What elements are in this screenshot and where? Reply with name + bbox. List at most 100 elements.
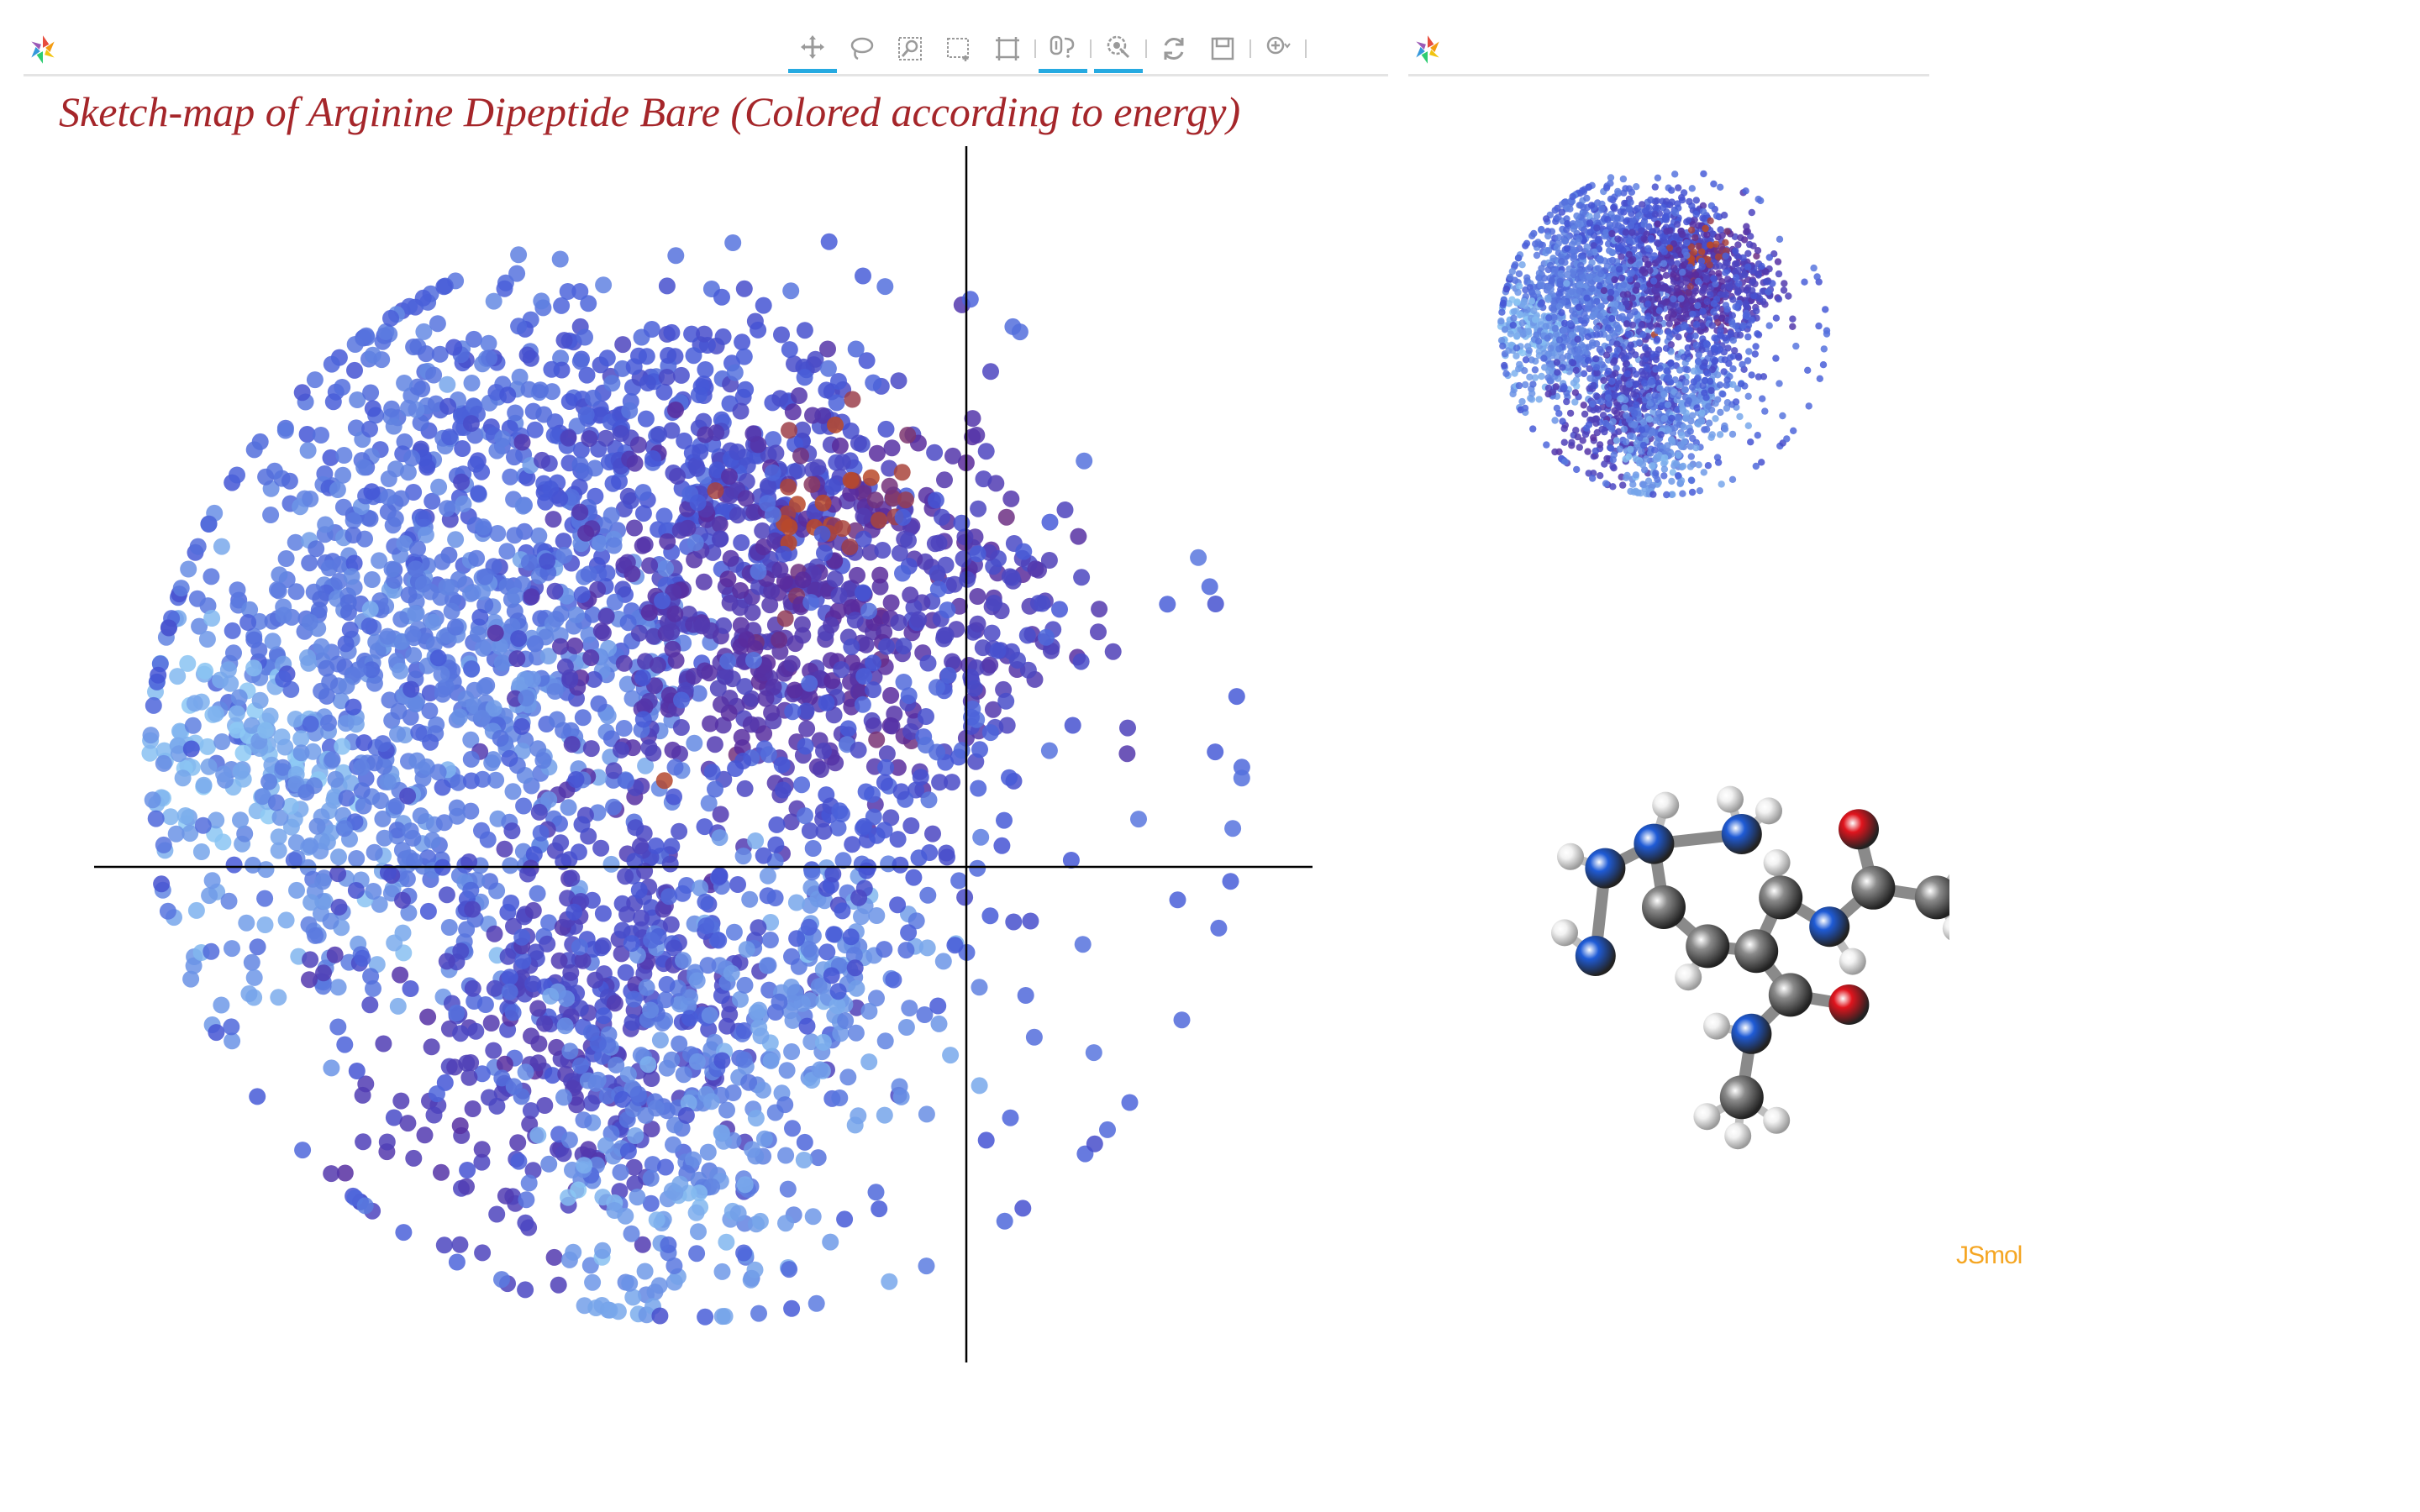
scatter-point[interactable] [483,754,501,772]
scatter-point[interactable] [145,696,162,714]
scatter-point[interactable] [1607,174,1615,181]
scatter-point[interactable] [1070,528,1087,545]
scatter-point[interactable] [782,282,800,300]
scatter-point[interactable] [592,622,610,640]
scatter-point[interactable] [637,410,655,428]
scatter-point[interactable] [318,687,335,705]
scatter-point[interactable] [764,506,781,523]
scatter-point[interactable] [930,1015,948,1032]
scatter-point[interactable] [387,510,404,528]
scatter-point[interactable] [1683,302,1691,311]
scatter-point[interactable] [823,672,841,690]
scatter-point[interactable] [144,791,161,809]
scatter-point[interactable] [402,980,419,997]
scatter-point[interactable] [299,442,317,459]
scatter-point[interactable] [1518,397,1526,406]
scatter-point[interactable] [1574,239,1582,246]
scatter-point[interactable] [1675,184,1682,192]
scatter-point[interactable] [555,332,573,349]
scatter-point[interactable] [260,773,278,790]
scatter-point[interactable] [691,1184,708,1202]
scatter-point[interactable] [1015,543,1033,560]
scatter-point[interactable] [895,638,913,655]
scatter-point[interactable] [301,613,318,631]
scatter-point[interactable] [890,372,908,390]
scatter-point[interactable] [245,659,263,677]
scatter-point[interactable] [1680,189,1688,197]
scatter-point[interactable] [576,1157,593,1174]
scatter-point[interactable] [608,1056,625,1074]
scatter-point[interactable] [451,1236,469,1253]
scatter-point[interactable] [1233,769,1250,787]
scatter-point[interactable] [624,1289,642,1306]
scatter-point[interactable] [322,449,339,466]
scatter-point[interactable] [595,1007,613,1025]
scatter-point[interactable] [1004,318,1022,335]
scatter-point[interactable] [527,943,544,961]
scatter-point[interactable] [839,1068,857,1086]
scatter-point[interactable] [544,511,562,528]
scatter-point[interactable] [1497,318,1505,325]
scatter-point[interactable] [1645,212,1654,220]
scatter-point[interactable] [545,427,563,444]
scatter-point[interactable] [288,881,305,899]
scatter-point[interactable] [1544,247,1553,255]
scatter-point[interactable] [556,658,574,675]
scatter-point[interactable] [182,740,200,758]
scatter-point[interactable] [697,1308,714,1326]
scatter-point[interactable] [396,535,413,553]
scatter-point[interactable] [302,715,319,732]
scatter-point[interactable] [659,533,676,550]
scatter-point[interactable] [571,938,588,956]
scatter-point[interactable] [735,280,753,297]
scatter-point[interactable] [1722,291,1729,298]
scatter-point[interactable] [463,375,481,391]
scatter-point[interactable] [843,638,860,656]
scatter-point[interactable] [629,436,647,454]
scatter-point[interactable] [1756,295,1764,302]
scatter-point[interactable] [811,1061,829,1079]
scatter-point[interactable] [418,345,434,363]
scatter-point[interactable] [399,1115,417,1132]
scatter-point[interactable] [1642,236,1649,244]
scatter-point[interactable] [1747,233,1754,240]
scatter-point[interactable] [527,635,544,653]
scatter-point[interactable] [1119,719,1136,737]
scatter-point[interactable] [355,1133,372,1151]
scatter-point[interactable] [1571,298,1580,306]
scatter-point[interactable] [572,1057,589,1074]
scatter-point[interactable] [760,446,777,464]
scatter-point[interactable] [464,979,481,997]
scatter-point[interactable] [452,1025,470,1042]
scatter-point[interactable] [1718,243,1726,250]
scatter-point[interactable] [511,676,529,694]
scatter-point[interactable] [643,1121,660,1137]
scatter-point[interactable] [487,624,504,642]
scatter-point[interactable] [213,996,230,1014]
scatter-point[interactable] [845,946,863,963]
scatter-point[interactable] [683,325,701,343]
scatter-point[interactable] [1712,240,1720,248]
scatter-point[interactable] [460,1068,478,1086]
scatter-point[interactable] [302,894,320,911]
scatter-point[interactable] [594,1242,612,1259]
scatter-point[interactable] [336,1036,354,1053]
scatter-point[interactable] [792,447,809,465]
scatter-point[interactable] [801,992,818,1010]
scatter-point[interactable] [159,902,176,920]
scatter-point[interactable] [804,1208,822,1226]
scatter-point[interactable] [488,1097,506,1115]
scatter-point[interactable] [573,585,591,603]
scatter-point[interactable] [1002,490,1020,507]
scatter-point[interactable] [364,400,381,417]
scatter-point[interactable] [334,498,352,516]
scatter-point[interactable] [711,957,729,974]
scatter-point[interactable] [937,627,955,643]
scatter-point[interactable] [667,402,684,418]
scatter-point[interactable] [815,743,832,759]
scatter-point[interactable] [571,353,589,370]
scatter-point[interactable] [1603,262,1612,270]
scatter-point[interactable] [815,822,833,840]
scatter-point[interactable] [1689,296,1697,303]
scatter-point[interactable] [867,1184,885,1201]
